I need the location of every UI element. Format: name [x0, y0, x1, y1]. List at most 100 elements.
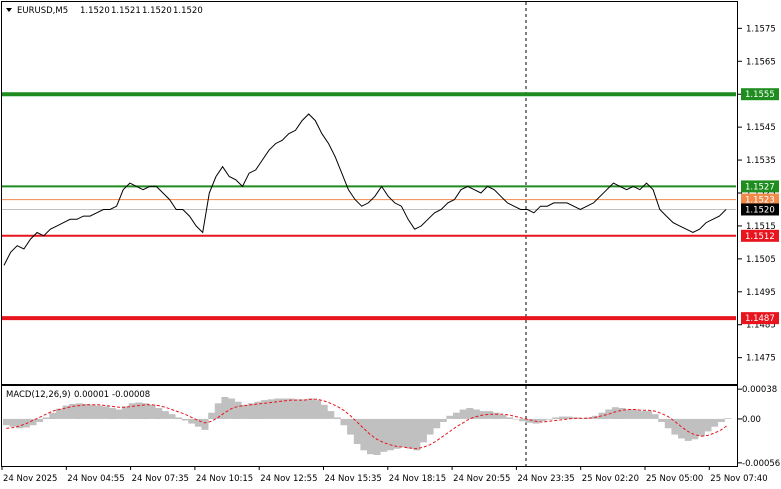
macd-histogram-bar: [684, 418, 692, 441]
level-tag-bg: [741, 312, 779, 325]
macd-histogram-bar: [128, 403, 136, 419]
price-tick-label: 1.1535: [746, 156, 776, 166]
macd-histogram-bar: [75, 403, 83, 419]
macd-histogram-bar: [459, 409, 467, 419]
macd-histogram-bar: [320, 404, 328, 419]
level-tag-label: 1.1527: [745, 182, 775, 192]
macd-histogram-bar: [433, 418, 441, 429]
macd-histogram-bar: [393, 418, 401, 449]
macd-histogram-bar: [611, 407, 619, 419]
macd-histogram-bar: [208, 412, 216, 419]
time-tick-label: 24 Nov 20:55: [453, 474, 510, 484]
symbol-title: EURUSD,M5: [17, 6, 68, 16]
level-tag-label: 1.1512: [745, 232, 775, 242]
macd-histogram-bar: [122, 406, 130, 419]
macd-histogram-bar: [545, 418, 553, 420]
time-axis: 24 Nov 2025 24 Nov 04:55 24 Nov 07:35 24 No…: [1, 466, 768, 484]
macd-histogram-bar: [525, 418, 533, 423]
macd-histogram-bar: [625, 409, 633, 419]
ohlc-low: 1.1520: [142, 6, 172, 16]
price-tick-label: 1.1485: [746, 321, 776, 331]
price-tick-label: 1.1495: [746, 288, 776, 298]
time-tick-label: 24 Nov 12:55: [260, 474, 317, 484]
macd-histogram-bar: [671, 418, 679, 435]
macd-histogram-bar: [367, 418, 374, 455]
macd-histogram-bar: [261, 400, 269, 419]
time-tick-label: 25 Nov 02:20: [582, 474, 639, 484]
macd-histogram-bar: [717, 418, 725, 422]
macd-histogram-bar: [439, 418, 447, 422]
macd-histogram-bar: [55, 408, 63, 419]
macd-histogram-bar: [9, 418, 17, 427]
triangle-down-icon[interactable]: [6, 8, 12, 12]
macd-histogram-bar: [380, 418, 388, 452]
macd-histogram-bar: [82, 404, 90, 419]
macd-tick-label: 0.00038: [742, 385, 777, 395]
macd-histogram-bar: [347, 418, 355, 435]
macd-histogram-bar: [618, 408, 626, 419]
macd-histogram-bar: [29, 418, 37, 426]
macd-histogram-bar: [704, 418, 712, 432]
macd-histogram-bar: [241, 404, 249, 419]
macd-histogram-bar: [360, 418, 368, 451]
macd-histogram-bar: [49, 412, 57, 419]
macd-histogram-bar: [247, 403, 255, 419]
macd-histogram-bar: [108, 408, 116, 419]
macd-histogram-bar: [711, 418, 719, 427]
macd-histogram-bar: [426, 418, 434, 435]
macd-histogram-bar: [221, 397, 229, 419]
macd-histogram-bar: [102, 406, 110, 419]
macd-histogram-bar: [294, 399, 302, 419]
time-tick-label: 24 Nov 04:55: [67, 474, 124, 484]
macd-tick-label: -0.00056: [742, 459, 780, 469]
price-tick-label: 1.1565: [746, 57, 776, 67]
macd-histogram-bar: [506, 417, 513, 419]
level-tag-bg: [741, 88, 779, 101]
macd-histogram-bar: [499, 415, 507, 419]
macd-panel-frame: [1, 385, 738, 467]
macd-histogram-bar: [254, 401, 262, 419]
macd-histogram-bar: [492, 412, 500, 419]
macd-histogram-bar: [658, 418, 666, 422]
macd-histogram-bar: [400, 418, 408, 448]
macd-histogram-bar: [175, 417, 183, 419]
macd-histogram-bar: [155, 408, 163, 419]
price-tick-label: 1.1505: [746, 255, 776, 265]
level-tag-bg: [741, 203, 779, 216]
level-lines: [2, 92, 736, 321]
macd-histogram-bar: [373, 418, 381, 455]
ohlc-close: 1.1520: [173, 6, 203, 16]
macd-histogram-bar: [466, 408, 474, 419]
macd-histogram-bar: [314, 400, 322, 419]
level-tag-bg: [741, 193, 779, 206]
macd-histogram-bar: [558, 416, 566, 419]
macd-histogram-bar: [142, 403, 149, 419]
macd-histogram-bar: [307, 398, 315, 419]
macd-histogram-bar: [201, 418, 209, 430]
price-tick-label: 1.1575: [746, 24, 776, 34]
macd-histogram-bar: [678, 418, 686, 439]
macd-histogram-bar: [651, 414, 659, 419]
macd-histogram-bar: [3, 418, 10, 426]
time-tick-label: 25 Nov 07:40: [710, 474, 767, 484]
macd-histogram-bar: [552, 417, 560, 419]
level-tag-bg: [741, 180, 779, 193]
macd-histogram-bar: [214, 403, 222, 419]
macd-histogram-bar: [472, 409, 480, 419]
macd-histogram-bar: [486, 411, 494, 419]
level-tag-label: 1.1555: [745, 90, 775, 100]
macd-histogram-bar: [135, 402, 143, 419]
time-tick-label: 24 Nov 23:35: [517, 474, 574, 484]
main-panel-frame: [1, 1, 738, 385]
price-tick-label: 1.1515: [746, 222, 776, 232]
price-tick-label: 1.1475: [746, 354, 776, 364]
macd-histogram-bar: [453, 412, 460, 419]
macd-histogram-bar: [413, 418, 421, 451]
macd-histogram-bar: [161, 411, 169, 419]
macd-histogram-bar: [267, 399, 275, 419]
macd-header: MACD(12,26,9) 0.00001 -0.00008: [6, 390, 150, 400]
macd-signal-value: -0.00008: [112, 390, 150, 400]
macd-histogram-bar: [340, 418, 348, 426]
